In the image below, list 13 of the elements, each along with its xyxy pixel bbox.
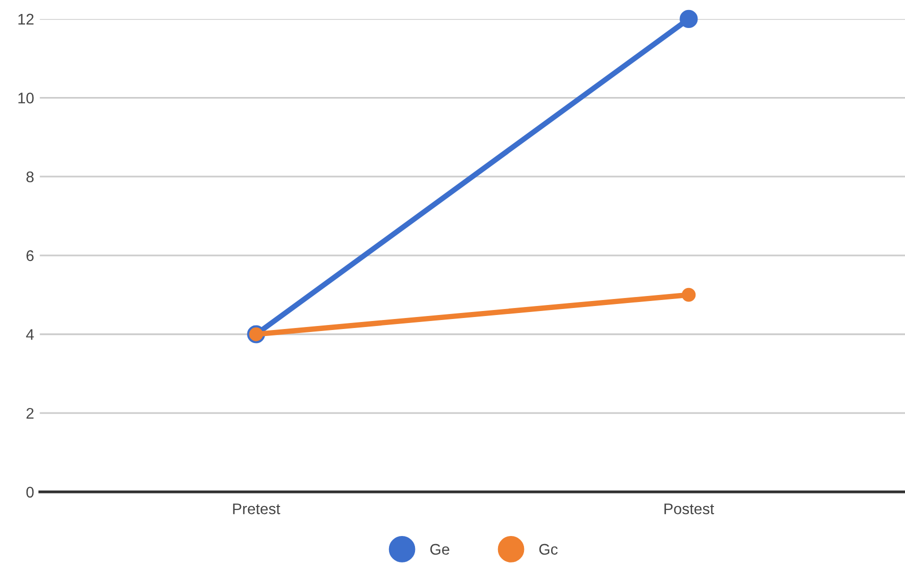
legend-label: Gc [539, 544, 558, 555]
y-tick-label: 0 [26, 486, 34, 498]
x-tick-label: Pretest [233, 504, 280, 514]
legend-label: Ge [430, 544, 450, 555]
point [682, 288, 696, 302]
y-tick-label: 6 [26, 250, 34, 262]
y-tick-label: 8 [26, 171, 34, 182]
y-tick-label: 12 [18, 14, 34, 24]
y-tick-label: 10 [18, 92, 34, 104]
y-tick-label: 4 [26, 329, 34, 340]
point [680, 10, 698, 28]
y-tick-label: 2 [26, 408, 34, 419]
x-tick-label: Postest [664, 504, 714, 514]
